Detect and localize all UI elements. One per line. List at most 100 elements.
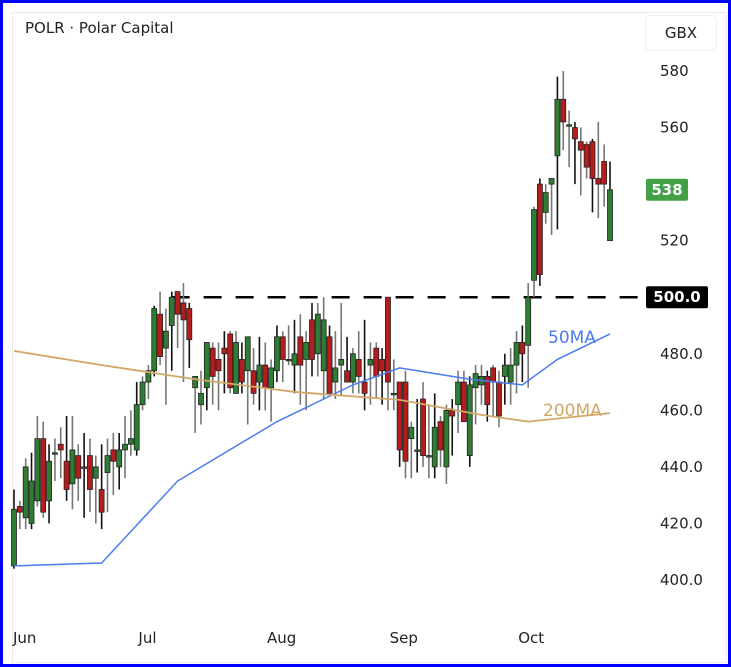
candle-body [233,342,239,394]
candle [268,359,274,422]
y-tick-label: 580 [660,62,689,80]
candle [163,308,169,405]
x-tick-label: Jul [137,629,156,647]
candle-body [350,353,356,383]
candle [16,500,23,530]
x-tick-label: Sep [390,629,418,647]
candle [52,438,58,482]
candle [215,342,222,411]
candle [542,184,549,224]
candle [40,421,47,518]
candle [519,325,526,383]
candle [414,399,421,473]
candle-body [262,364,269,389]
candle [548,178,555,236]
candle-body [449,409,456,417]
candle-body [361,381,368,394]
candle-body [484,375,491,406]
candle-body [157,313,163,358]
candle [443,404,450,484]
candle [69,415,76,510]
candle-body [525,296,532,346]
candle [361,319,368,411]
candle [390,359,397,411]
candle [279,331,286,383]
candle [350,348,356,394]
candle-body [425,455,432,458]
candle-body [221,347,228,355]
candle [344,336,350,383]
candle [110,432,117,496]
candle [408,421,415,479]
candle-body [256,364,263,383]
candle [22,458,29,530]
candle-body [513,342,520,366]
candle [396,381,403,467]
candle [437,415,444,467]
candle [174,291,181,349]
candle [490,365,497,416]
candle-body [291,353,298,366]
candle [379,348,386,405]
candle [168,291,175,371]
candle [122,415,128,479]
candle [192,375,199,433]
candle [449,399,456,456]
candle-body [414,449,421,452]
candle [425,404,432,479]
candle-body [180,302,187,321]
candle-body [52,452,58,455]
candle-body [215,359,222,372]
currency-button[interactable]: GBX [645,15,717,51]
candle [577,127,584,196]
candle-body [92,466,99,479]
candle-body [396,381,403,451]
candle-body [560,98,567,123]
candle-body [151,308,158,372]
candle-body [583,144,590,168]
candle [507,348,514,405]
candle [373,342,380,400]
y-tick-label: 460.0 [660,401,703,419]
level-badge-text: 500.0 [653,288,700,306]
candle-body [40,438,47,513]
candle-body [402,381,409,462]
candle-body [338,359,345,366]
candle-body [309,319,315,360]
level-badge: 500.0 [646,286,708,309]
candle-body [227,333,234,389]
candle [338,302,345,397]
candle [431,393,438,479]
candle-body [355,359,362,377]
candle [536,178,543,286]
candle [145,365,152,400]
x-tick-label: Aug [267,629,296,647]
chart-panel [12,12,727,663]
candle [420,382,426,467]
candle-body [145,370,152,383]
candle-body [75,455,82,479]
candle [274,325,280,383]
ma200-line [13,350,611,423]
candle [472,365,479,425]
candle [116,432,123,490]
candle [291,319,298,394]
candle [92,455,99,524]
candle [11,489,17,569]
candle-body [63,460,70,490]
candle-body [57,443,64,451]
candle-body [186,308,193,341]
y-tick-label: 440.0 [660,458,703,476]
candle-body [285,359,292,362]
candle [501,353,508,405]
candle-body [344,370,350,383]
candle-body [163,330,169,349]
candle [484,370,491,422]
candle-body [437,421,444,451]
candle [46,444,52,524]
y-tick-label: 480.0 [660,345,703,363]
candle-body [87,455,93,490]
candle-body [303,342,310,360]
candle-body [408,426,415,440]
